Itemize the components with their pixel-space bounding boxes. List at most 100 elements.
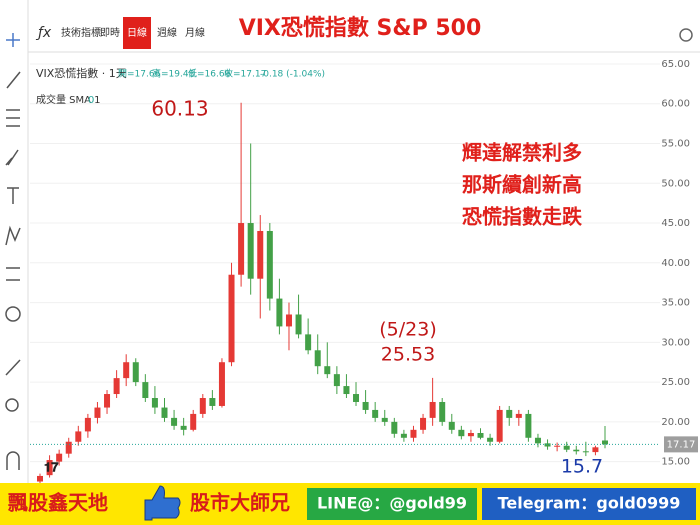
tv-logo: 𝟏𝟕 — [44, 461, 59, 476]
fx-icon[interactable]: ƒx — [35, 25, 52, 41]
candle-body — [544, 443, 551, 447]
ruler-icon[interactable] — [5, 359, 21, 376]
magnet-icon[interactable] — [6, 451, 20, 470]
plot: 15.00 20.00 25.00 30.00 35.00 40.00 45.00 50.00… — [30, 59, 698, 486]
note-line: 輝達解禁利多 — [462, 141, 582, 165]
candle-body — [554, 445, 561, 447]
candle-body — [84, 417, 91, 432]
candle-body — [573, 449, 580, 452]
left-toolbar — [5, 33, 21, 470]
candle-body — [314, 350, 321, 367]
candle-body — [420, 417, 427, 430]
candle-body — [65, 441, 72, 454]
measure-icon[interactable] — [6, 267, 20, 281]
candle-body — [151, 398, 158, 408]
candle-body — [132, 362, 139, 383]
tab[interactable]: 月線 — [185, 26, 205, 39]
note-line: 那斯續創新高 — [462, 173, 582, 197]
candle-body — [104, 394, 111, 408]
legend-volume: 成交量 SMA 1 — [36, 93, 101, 106]
legend-symbol: VIX恐慌指數 · 1天 — [36, 66, 127, 80]
y-tick-label: 60.00 — [661, 99, 690, 110]
settings-icon[interactable] — [679, 28, 693, 42]
line-icon[interactable] — [6, 71, 21, 89]
candle-body — [161, 407, 168, 418]
candle-body — [305, 334, 312, 351]
candle-body — [209, 398, 216, 406]
crosshair-icon[interactable] — [6, 33, 20, 47]
y-tick-label: 40.00 — [661, 258, 690, 269]
candle-body — [439, 401, 446, 422]
y-tick-label: 25.00 — [661, 377, 690, 388]
line-badge[interactable] — [307, 488, 477, 520]
y-tick-label: 65.00 — [661, 59, 690, 70]
candle-body — [56, 453, 63, 462]
last-price-label: 17.17 — [667, 439, 696, 450]
fib-icon[interactable] — [6, 109, 20, 127]
candle-body — [180, 425, 187, 430]
candle-body — [343, 386, 350, 395]
tab[interactable]: 日線 — [127, 26, 147, 39]
candle-body — [534, 437, 541, 444]
legend-high: 高=19.48 — [152, 68, 195, 80]
candle-body — [400, 433, 407, 438]
candle-body — [94, 407, 101, 418]
note-line: 恐慌指數走跌 — [462, 205, 583, 229]
candle-body — [257, 230, 264, 279]
legend-low: 低=16.69 — [188, 68, 231, 80]
tab-bar: 技術指標 即時 日線 週線 月線 — [61, 17, 205, 49]
candle-body — [515, 413, 522, 418]
brush-icon[interactable] — [5, 149, 19, 166]
pattern-icon[interactable] — [5, 225, 21, 246]
banner-text: 股市大師兄 — [190, 491, 290, 515]
chart-title: VIX恐慌指數 S&P 500 — [239, 15, 482, 41]
candle-body — [75, 431, 82, 442]
candle-body — [228, 274, 235, 363]
candle-body — [592, 447, 599, 453]
candle-body — [506, 409, 513, 418]
candle-body — [381, 417, 388, 422]
tab[interactable]: 技術指標 — [61, 26, 101, 39]
candle-body — [142, 382, 149, 399]
candle-body — [333, 374, 340, 387]
y-tick-label: 15.00 — [661, 457, 690, 468]
candle-body — [372, 409, 379, 418]
candle-body — [477, 433, 484, 438]
annotation: 25.53 — [381, 344, 435, 366]
thumb-icon — [144, 485, 181, 521]
candle-body — [582, 451, 589, 453]
candle-body — [525, 413, 532, 438]
annotation: 15.7 — [561, 456, 603, 478]
candle-body — [602, 440, 608, 445]
text-icon[interactable] — [7, 187, 19, 204]
tab[interactable]: 週線 — [157, 26, 177, 39]
candle-body — [391, 421, 398, 434]
candle-body — [410, 429, 417, 438]
candle-body — [123, 362, 130, 379]
candle-body — [362, 401, 369, 410]
zoom-icon[interactable] — [5, 398, 19, 412]
emoji-icon[interactable] — [5, 306, 21, 322]
candle-body — [295, 314, 302, 335]
candle-body — [218, 362, 225, 406]
annotation: 60.13 — [151, 97, 208, 121]
candle-body — [353, 394, 360, 402]
legend-close: 收=17.17 — [224, 68, 266, 80]
candle-body — [458, 429, 465, 437]
tab-active — [123, 17, 151, 49]
y-tick-label: 55.00 — [661, 138, 690, 149]
y-tick-label: 45.00 — [661, 218, 690, 229]
telegram-badge[interactable] — [482, 488, 696, 520]
y-tick-label: 30.00 — [661, 337, 690, 348]
banner-text: Telegram：gold0999 — [498, 494, 681, 513]
candle-body — [238, 223, 245, 275]
tab[interactable]: 即時 — [100, 27, 120, 39]
legend-volume-value: 0 — [88, 95, 94, 106]
candle-body — [563, 445, 570, 450]
candle-body — [199, 398, 206, 414]
candle-body — [46, 460, 53, 476]
y-tick-label: 20.00 — [661, 417, 690, 428]
y-tick-label: 35.00 — [661, 298, 690, 309]
candle-body — [171, 417, 178, 426]
